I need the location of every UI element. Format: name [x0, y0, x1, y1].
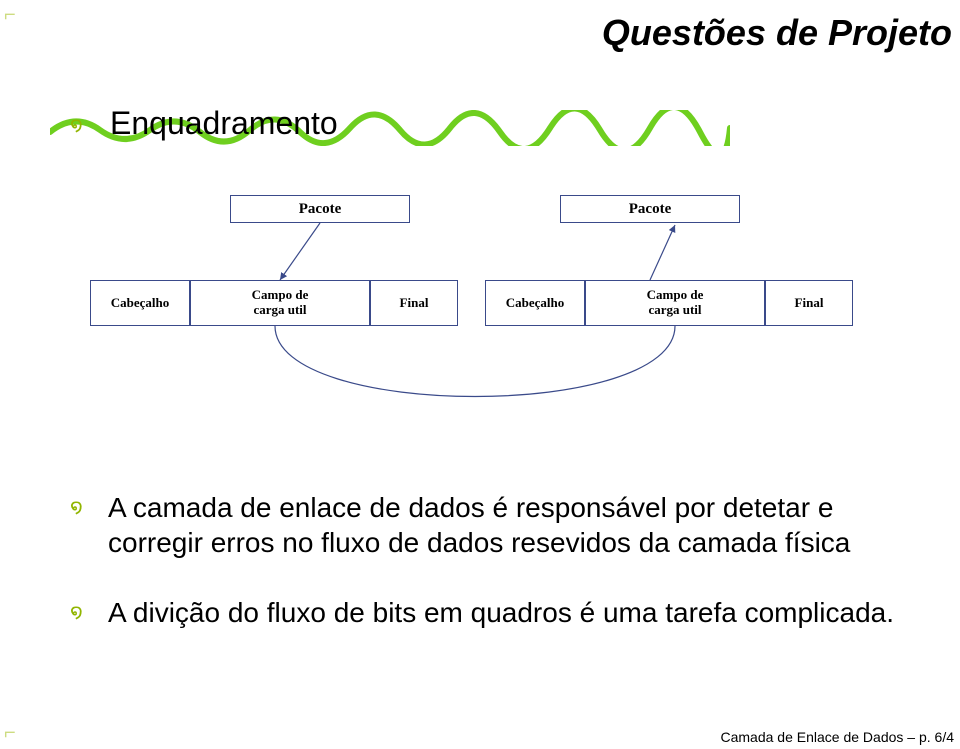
spiral-bullet-icon: ໑ — [70, 497, 90, 517]
page-title: Questões de Projeto — [602, 12, 952, 54]
body-paragraph-1: A camada de enlace de dados é responsáve… — [108, 490, 930, 560]
segment-final-2: Final — [765, 280, 853, 326]
frame-segments-2: Cabeçalho Campo decarga util Final — [485, 280, 853, 326]
corner-mark-top-left: ⌐ — [4, 4, 16, 27]
packet-box-1: Pacote — [230, 195, 410, 223]
corner-mark-bottom-left: ⌐ — [4, 722, 16, 745]
section-heading: Enquadramento — [110, 105, 338, 142]
spiral-bullet-icon: ໑ — [70, 602, 90, 622]
segment-payload-1: Campo decarga util — [190, 280, 370, 326]
page-footer: Camada de Enlace de Dados – p. 6/4 — [721, 729, 955, 745]
packet-box-2: Pacote — [560, 195, 740, 223]
frame-segments-1: Cabeçalho Campo decarga util Final — [90, 280, 458, 326]
body-paragraph-2: A divição do fluxo de bits em quadros é … — [108, 595, 930, 630]
segment-payload-2: Campo decarga util — [585, 280, 765, 326]
spiral-bullet-icon: ໑ — [70, 115, 90, 135]
segment-final-1: Final — [370, 280, 458, 326]
segment-header-2: Cabeçalho — [485, 280, 585, 326]
segment-header-1: Cabeçalho — [90, 280, 190, 326]
